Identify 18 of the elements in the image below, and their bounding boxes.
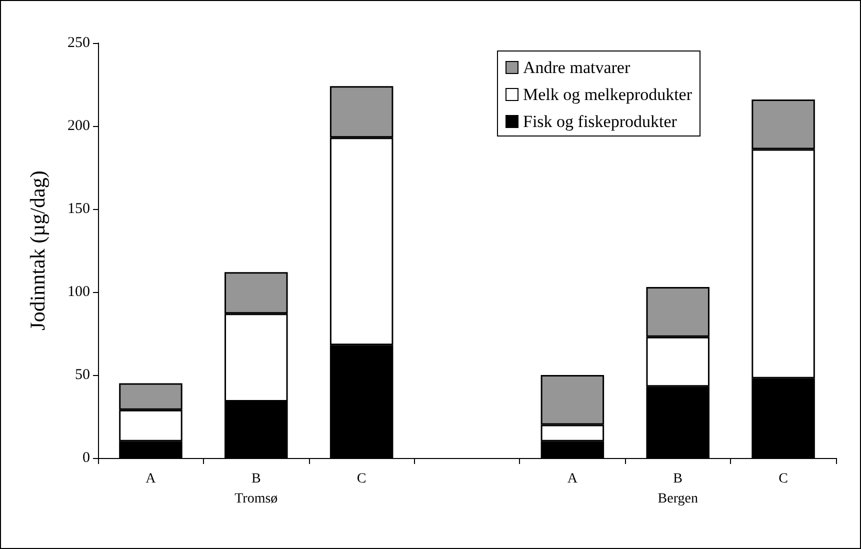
x-tick-label: A (146, 472, 157, 486)
x-tick-label: B (673, 472, 683, 486)
legend-label: Fisk og fiskeprodukter (522, 112, 678, 131)
x-tick-label: C (778, 472, 788, 486)
y-tick-label: 150 (68, 201, 90, 217)
y-axis-title: Jodinntak (µg/dag) (26, 170, 50, 330)
text: Bergen (658, 492, 698, 506)
x-tick-label: A (567, 472, 578, 486)
legend-label: Andre matvarer (522, 58, 630, 77)
y-tick-label: 250 (68, 35, 90, 51)
legend-label: Melk og melkeprodukter (522, 85, 692, 104)
x-tick-label: C (356, 472, 366, 486)
text: Tromsø (234, 492, 278, 506)
y-tick-label: 200 (68, 118, 90, 134)
x-tick-label: B (251, 472, 261, 486)
y-tick-label: 100 (68, 284, 90, 300)
y-tick-label: 50 (75, 367, 90, 383)
y-tick-label: 0 (82, 450, 90, 466)
